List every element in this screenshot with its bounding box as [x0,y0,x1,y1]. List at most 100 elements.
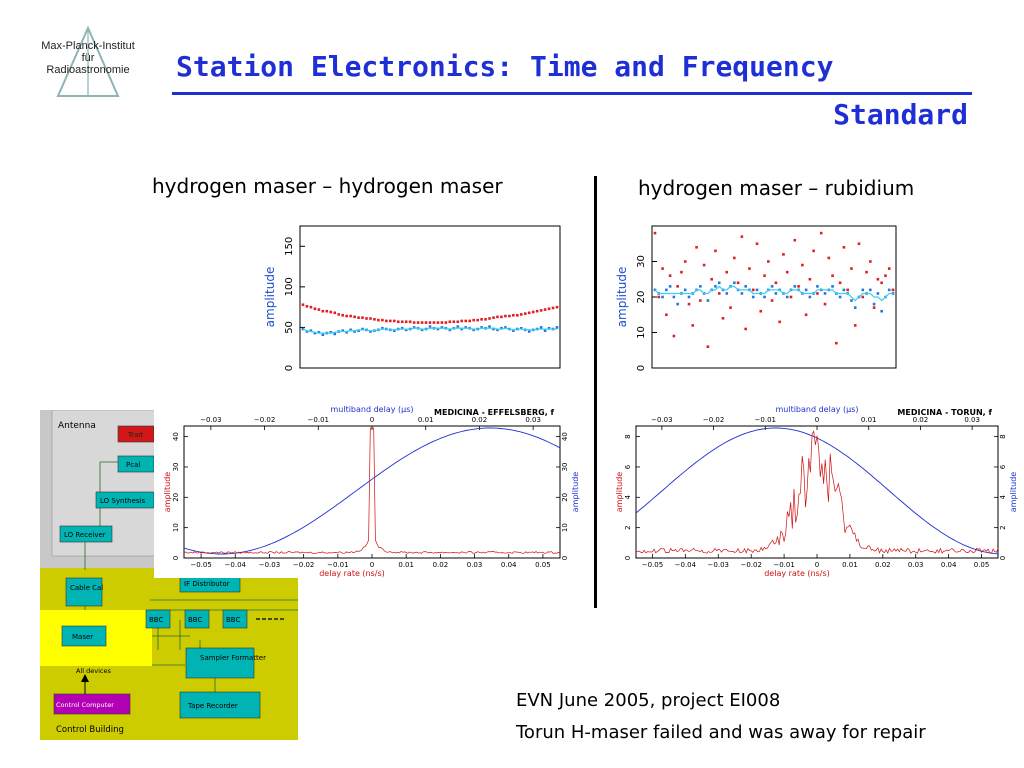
data-point [876,292,880,295]
logo-line-1: Max-Planck-Institut [41,40,135,52]
series-line [302,327,557,334]
data-point [404,320,408,324]
right-y-axis-label: amplitude [571,472,580,513]
data-point [357,329,360,332]
cable-cal-box [65,577,103,607]
data-point [744,285,747,288]
data-point [770,299,774,302]
data-point [512,329,515,332]
data-point [891,292,895,295]
data-point [365,317,368,320]
tape-recorder-label: Tape Recorder [187,702,238,710]
data-point [321,309,325,313]
data-point [519,313,523,316]
bottom-tick-label: 0.05 [974,561,990,569]
column-divider [594,176,597,608]
data-point [428,321,432,324]
data-point [424,321,428,324]
data-point [767,260,770,263]
data-point [313,331,317,335]
data-point [797,285,800,288]
data-point [699,299,702,302]
data-point [440,321,444,324]
data-point [539,309,543,312]
data-point [523,312,527,315]
data-point [755,242,759,246]
data-point [408,320,412,324]
data-point [444,321,448,324]
bbc-box-2 [184,609,210,629]
data-point [456,320,460,324]
data-point [774,292,778,295]
data-point [412,321,416,324]
data-point [657,295,661,299]
y-axis-label: amplitude [615,267,629,328]
data-point [488,325,491,328]
data-point [547,326,551,330]
y-tick-label: 0 [284,365,295,371]
data-point [317,308,321,311]
data-point [729,306,732,309]
data-point [725,292,729,295]
data-point [691,324,695,327]
data-point [432,321,436,324]
bottom-tick-label: −0.04 [675,561,697,569]
left-y-tick-label: 0 [172,556,180,560]
data-point [500,326,503,330]
series-line [654,285,893,302]
bottom-tick-label: 0.03 [467,561,483,569]
data-point [672,295,676,299]
data-point [842,288,846,292]
fringe-bg [606,388,1024,578]
amplitude-plot-right: 0 10 20 30 amplitude [612,220,904,372]
data-point [733,281,736,285]
data-point [400,326,404,330]
data-point [456,325,460,328]
top-tick-label: −0.03 [651,416,672,424]
data-point [827,256,831,260]
data-point [702,263,706,267]
y-tick-label: 0 [636,365,647,371]
data-point [751,295,755,299]
data-point [748,267,751,270]
top-axis-label: multiband delay (μs) [775,405,858,414]
data-point [484,318,487,321]
bottom-tick-label: −0.03 [708,561,729,569]
right-y-tick-label: 4 [999,495,1007,500]
left-y-tick-label: 0 [624,556,632,560]
left-y-axis-label: amplitude [163,472,172,513]
top-tick-label: −0.02 [254,416,275,424]
if-distributor-label: IF Distributor [184,580,230,588]
data-point [816,285,819,288]
bottom-tick-label: 0.04 [501,561,517,569]
right-y-tick-label: 40 [561,432,569,441]
data-point [687,302,691,306]
bottom-tick-label: −0.03 [259,561,280,569]
cable-cal-label: Cable Cal [70,584,103,592]
lo-receiver-box [59,525,113,543]
data-point [842,246,846,249]
tape-recorder-box [179,691,261,719]
top-tick-label: 0.02 [913,416,929,424]
data-point [884,274,887,277]
data-point [725,270,729,274]
data-point [869,288,872,292]
left-y-tick-label: 10 [172,523,180,532]
data-point [555,305,559,309]
data-point [804,313,808,317]
data-point [699,285,702,288]
data-point [329,330,333,334]
data-point [448,320,452,324]
data-point [793,285,797,288]
data-point [850,299,853,302]
data-point [676,302,679,306]
bbc-box-3 [222,609,248,629]
data-point [861,295,865,299]
data-point [301,303,305,307]
left-y-tick-label: 2 [624,525,632,529]
maser-box [61,625,107,647]
data-point [436,321,440,324]
data-point [733,256,736,260]
footer-line-1: EVN June 2005, project EI008 [516,690,781,711]
logo-line-2: für [81,52,95,64]
